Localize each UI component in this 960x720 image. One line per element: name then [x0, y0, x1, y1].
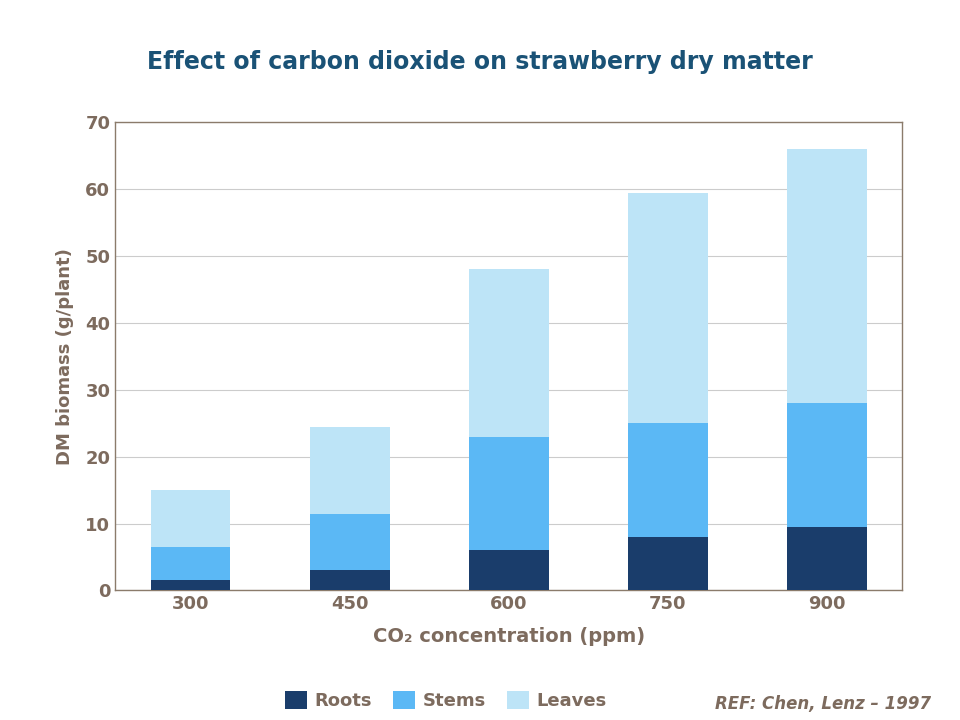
Bar	[310, 513, 390, 570]
Bar	[628, 192, 708, 423]
Bar	[787, 403, 867, 527]
Bar	[310, 570, 390, 590]
Bar	[469, 550, 548, 590]
Bar	[628, 423, 708, 537]
Bar	[628, 537, 708, 590]
Bar	[151, 580, 230, 590]
Y-axis label: DM biomass (g/plant): DM biomass (g/plant)	[57, 248, 74, 465]
Text: REF: Chen, Lenz – 1997: REF: Chen, Lenz – 1997	[715, 695, 931, 713]
Bar	[151, 547, 230, 580]
Legend: Roots, Stems, Leaves: Roots, Stems, Leaves	[278, 684, 613, 717]
X-axis label: CO₂ concentration (ppm): CO₂ concentration (ppm)	[372, 627, 645, 646]
Bar	[787, 527, 867, 590]
Bar	[469, 436, 548, 550]
Bar	[310, 426, 390, 513]
Bar	[787, 149, 867, 403]
Bar	[151, 490, 230, 547]
Bar	[469, 269, 548, 436]
Text: Effect of carbon dioxide on strawberry dry matter: Effect of carbon dioxide on strawberry d…	[147, 50, 813, 74]
